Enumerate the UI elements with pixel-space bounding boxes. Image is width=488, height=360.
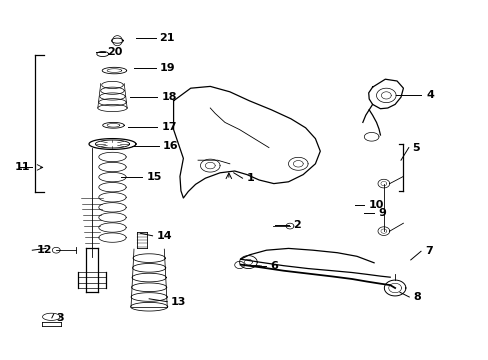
Text: 14: 14: [156, 231, 172, 241]
Text: 7: 7: [425, 246, 432, 256]
Text: 4: 4: [426, 90, 433, 100]
Text: 1: 1: [246, 173, 254, 183]
Text: 18: 18: [161, 92, 177, 102]
Text: 19: 19: [160, 63, 175, 73]
Text: 5: 5: [411, 143, 419, 153]
Text: 15: 15: [146, 172, 162, 182]
Text: 17: 17: [161, 122, 177, 132]
Text: 8: 8: [412, 292, 420, 302]
Text: 11: 11: [15, 162, 30, 172]
Text: 20: 20: [107, 47, 122, 57]
Text: 9: 9: [377, 208, 385, 218]
Text: 12: 12: [37, 245, 52, 255]
Text: 16: 16: [163, 141, 178, 151]
Text: 6: 6: [269, 261, 277, 271]
Text: 3: 3: [56, 313, 64, 323]
Text: 13: 13: [171, 297, 186, 307]
Text: 21: 21: [159, 33, 174, 43]
Text: 2: 2: [293, 220, 301, 230]
Text: 10: 10: [367, 200, 383, 210]
